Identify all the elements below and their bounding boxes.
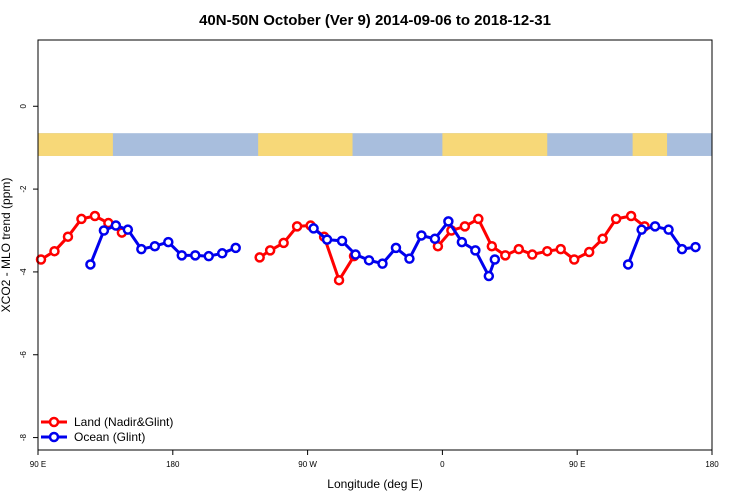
data-point [35,254,47,265]
data-point [489,254,501,265]
data-point [583,246,595,258]
series-1 [85,216,701,282]
data-point [555,243,566,255]
data-point [321,234,333,245]
data-point [663,224,674,235]
data-point [363,255,375,266]
series-layer [35,210,701,286]
data-point [336,235,348,247]
data-point [541,245,553,257]
series-line [436,214,646,261]
legend-swatch-marker [48,416,60,428]
data-point [429,233,441,245]
x-tick-label: 90 E [569,460,585,469]
land-band [632,133,668,156]
data-point [377,258,388,269]
data-point [49,245,60,257]
data-point [443,216,454,227]
data-point [459,221,471,232]
data-point [527,249,538,260]
chart-title: 40N-50N October (Ver 9) 2014-09-06 to 20… [199,12,551,29]
data-point [278,237,289,249]
x-tick-label: 180 [705,460,719,469]
data-point [203,250,214,262]
y-axis: 0 -2 -4 -6 -8 [19,103,38,441]
x-tick-label: 0 [440,460,445,469]
data-point [163,236,174,248]
data-point [85,259,96,270]
y-tick-label: 0 [19,103,28,108]
data-point [610,213,622,225]
land-band [442,133,548,156]
data-point [597,233,608,245]
data-point [264,245,276,256]
data-point [486,240,498,252]
data-point [62,231,74,242]
y-tick-label: -6 [19,351,28,359]
series-line [89,224,237,266]
data-point [149,240,161,252]
legend-label: Land (Nadir&Glint) [74,415,173,429]
x-tick-label: 90 W [298,460,317,469]
data-point [350,249,361,260]
data-point [483,270,495,282]
land-band [38,133,113,156]
data-point [230,242,241,254]
map-strip [38,133,712,156]
data-point [122,224,134,235]
data-point [176,250,188,261]
x-tick-label: 90 E [30,460,46,469]
data-point [568,254,580,265]
data-point [291,221,303,232]
data-point [690,241,701,253]
data-point [190,250,201,261]
data-point [390,242,402,254]
data-point [216,248,228,259]
data-point [500,250,511,261]
legend: Land (Nadir&Glint)Ocean (Glint) [41,415,173,444]
data-point [513,243,525,255]
series-0 [35,210,650,286]
y-axis-label: XCO2 - MLO trend (ppm) [0,178,13,313]
data-point [404,253,415,264]
y-tick-label: -4 [19,268,28,276]
ocean-band [38,133,712,156]
data-point [110,220,122,231]
y-tick-label: -2 [19,185,28,193]
data-point [649,221,661,232]
land-band [258,133,353,156]
legend-label: Ocean (Glint) [74,430,145,444]
data-point [254,252,265,263]
data-point [470,245,481,256]
data-point [89,210,101,222]
data-point [676,243,688,255]
data-point [625,210,637,222]
x-axis: 90 E 180 90 W 0 90 E 180 [30,450,719,469]
y-tick-label: -8 [19,433,28,441]
data-point [76,213,87,225]
data-point [456,236,468,248]
data-point [416,230,427,241]
data-point [333,274,345,286]
data-point [622,259,634,270]
data-point [98,225,110,236]
legend-swatch-marker [48,431,60,443]
data-point [136,243,147,255]
x-axis-label: Longitude (deg E) [327,477,422,491]
data-point [473,213,484,225]
plot-frame [37,39,713,451]
data-point [308,223,319,234]
data-point [636,224,647,235]
x-tick-label: 180 [166,460,180,469]
